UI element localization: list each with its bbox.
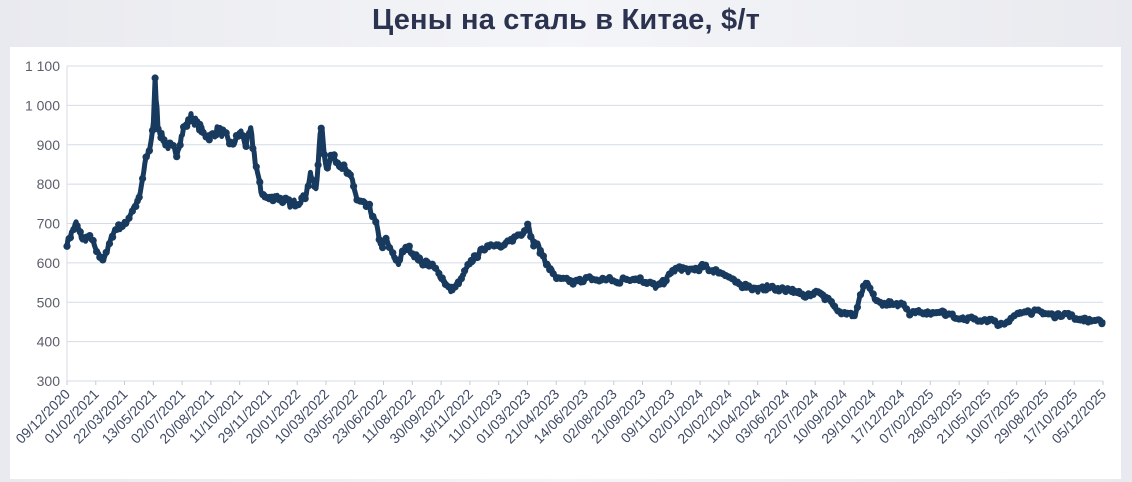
y-tick-label: 500 xyxy=(37,294,61,310)
data-point xyxy=(66,234,74,242)
plot-area xyxy=(63,74,1106,330)
data-point xyxy=(524,220,532,228)
data-point xyxy=(438,274,446,282)
data-point xyxy=(252,163,260,171)
data-point xyxy=(311,182,319,191)
data-point xyxy=(405,242,413,250)
chart-title: Цены на сталь в Китае, $/т xyxy=(371,4,761,36)
data-point xyxy=(99,256,107,264)
data-point xyxy=(122,219,130,227)
data-point xyxy=(340,161,348,169)
data-point xyxy=(93,248,101,256)
gridlines xyxy=(66,65,1103,382)
data-point xyxy=(662,277,670,285)
y-tick-label: 800 xyxy=(37,176,61,192)
data-point xyxy=(521,227,529,235)
data-point xyxy=(105,240,114,248)
data-point xyxy=(866,284,874,292)
data-point xyxy=(372,218,380,226)
data-point xyxy=(304,182,312,190)
data-point xyxy=(63,242,71,250)
data-point xyxy=(457,275,465,283)
y-tick-label: 300 xyxy=(37,373,61,389)
data-point xyxy=(369,213,377,221)
data-point xyxy=(533,240,541,248)
data-point xyxy=(350,182,358,190)
data-point xyxy=(183,122,191,130)
data-point xyxy=(73,222,81,230)
data-point xyxy=(205,136,213,144)
data-point xyxy=(431,264,440,272)
data-point xyxy=(385,243,393,252)
x-axis: 09/12/202001/02/202122/03/202113/05/2021… xyxy=(12,381,1109,447)
data-point xyxy=(249,144,257,152)
data-point xyxy=(301,195,309,203)
data-point xyxy=(176,141,184,149)
data-point xyxy=(132,202,140,211)
data-point xyxy=(320,150,328,158)
data-point xyxy=(395,256,404,264)
data-point xyxy=(365,200,374,208)
data-point xyxy=(139,174,147,183)
data-point xyxy=(317,124,325,132)
data-point xyxy=(145,147,153,155)
data-point xyxy=(695,267,703,275)
data-point xyxy=(902,305,911,313)
data-point xyxy=(135,193,143,201)
data-point xyxy=(375,236,383,244)
data-point xyxy=(307,175,316,183)
data-point xyxy=(245,129,254,137)
data-point xyxy=(173,153,181,161)
data-point xyxy=(817,290,826,298)
data-point xyxy=(1098,320,1106,328)
data-point xyxy=(323,164,331,172)
data-point xyxy=(415,254,424,262)
data-point xyxy=(379,244,387,252)
y-axis: 300 400 500 600 700 800 900 1 000 1 100 xyxy=(25,58,60,389)
data-point xyxy=(473,253,482,262)
y-tick-label: 600 xyxy=(37,255,61,271)
data-point xyxy=(539,252,548,260)
data-point xyxy=(461,267,469,275)
data-point xyxy=(330,151,338,159)
data-point xyxy=(853,303,862,311)
y-tick-label: 1 100 xyxy=(25,58,60,74)
data-point xyxy=(76,228,84,236)
data-point xyxy=(151,74,159,82)
data-point xyxy=(212,131,220,139)
data-point xyxy=(169,142,177,150)
data-point xyxy=(239,132,247,140)
data-point xyxy=(222,129,230,137)
data-point xyxy=(527,233,535,241)
data-point xyxy=(89,236,97,245)
data-point xyxy=(616,279,624,287)
data-point xyxy=(294,201,302,209)
data-point xyxy=(346,171,354,179)
y-tick-label: 1 000 xyxy=(25,97,60,113)
data-point xyxy=(256,178,264,186)
data-point xyxy=(382,234,390,242)
data-point xyxy=(142,153,150,161)
data-point xyxy=(154,125,162,133)
data-point xyxy=(389,249,397,257)
data-point xyxy=(314,161,322,169)
data-point xyxy=(125,214,133,222)
data-point xyxy=(850,312,858,320)
data-point xyxy=(869,290,877,298)
price-series-line xyxy=(64,75,1106,329)
data-point xyxy=(242,142,250,150)
data-point xyxy=(701,261,710,269)
data-point xyxy=(102,248,110,256)
data-point xyxy=(196,120,204,128)
y-tick-label: 900 xyxy=(37,137,61,153)
data-point xyxy=(856,291,865,299)
y-tick-label: 700 xyxy=(37,216,61,232)
data-point xyxy=(148,126,157,134)
y-tick-label: 400 xyxy=(37,334,61,350)
data-point xyxy=(109,233,117,241)
data-point xyxy=(229,140,237,148)
